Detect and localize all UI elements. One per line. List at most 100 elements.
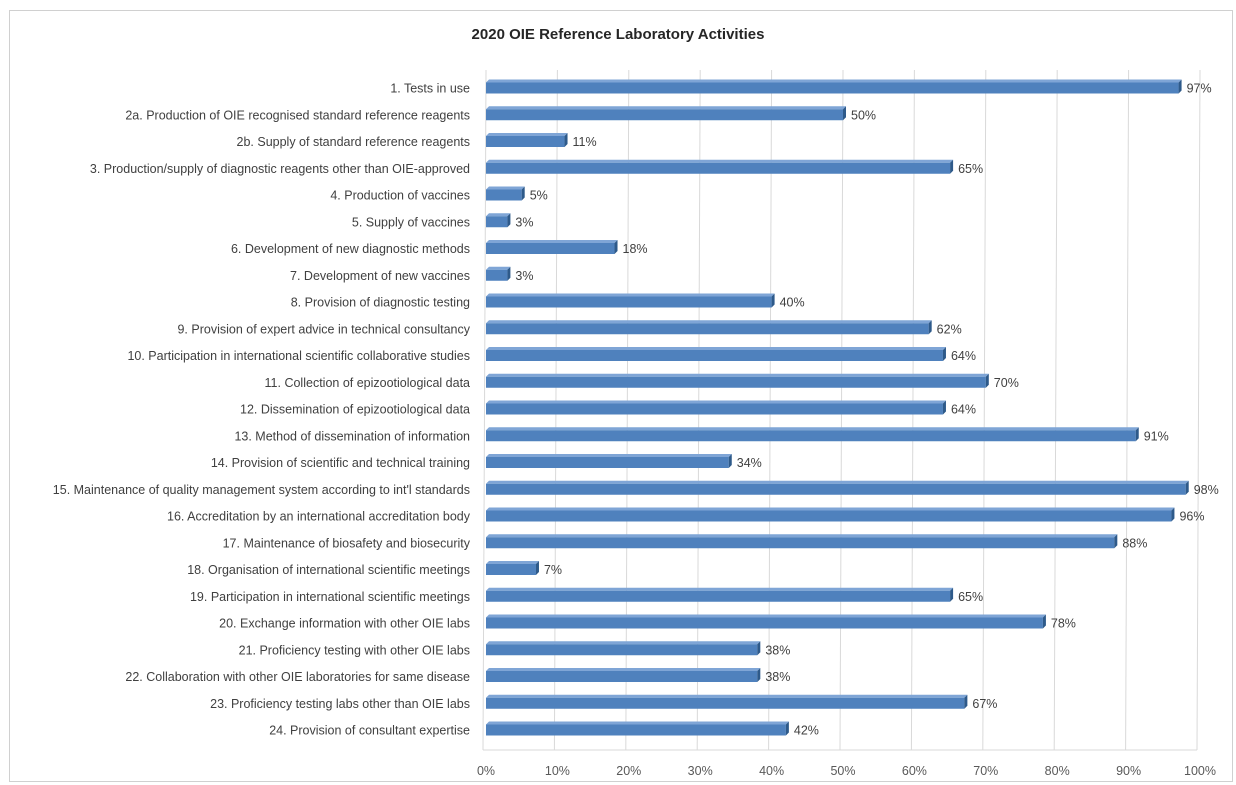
bar bbox=[486, 109, 843, 121]
gridline bbox=[1196, 69, 1201, 751]
data-label: 11% bbox=[573, 135, 597, 149]
category-label: 17. Maintenance of biosafety and biosecu… bbox=[223, 536, 471, 550]
bar bbox=[486, 162, 951, 174]
bar-side bbox=[728, 454, 732, 468]
category-label: 3. Production/supply of diagnostic reage… bbox=[90, 162, 470, 176]
bar-top bbox=[486, 480, 1189, 484]
data-label: 38% bbox=[765, 670, 790, 684]
category-label: 2a. Production of OIE recognised standar… bbox=[125, 108, 470, 122]
category-label: 4. Production of vaccines bbox=[330, 189, 470, 203]
bar-side bbox=[757, 641, 761, 656]
category-label: 2b. Supply of standard reference reagent… bbox=[237, 135, 470, 149]
bar bbox=[486, 457, 729, 468]
bar bbox=[486, 350, 943, 361]
bar bbox=[486, 82, 1179, 94]
data-label: 40% bbox=[780, 296, 805, 310]
gridline bbox=[1125, 69, 1130, 751]
bar bbox=[486, 537, 1115, 549]
bar bbox=[486, 323, 929, 335]
data-label: 50% bbox=[851, 108, 876, 122]
bar-side bbox=[785, 721, 789, 736]
bar-side bbox=[942, 400, 946, 415]
category-label: 8. Provision of diagnostic testing bbox=[291, 296, 470, 310]
category-label: 13. Method of dissemination of informati… bbox=[234, 429, 470, 443]
data-label: 97% bbox=[1187, 82, 1212, 96]
bar-side bbox=[507, 213, 511, 228]
bar-top bbox=[486, 106, 846, 110]
bar-side bbox=[614, 240, 618, 254]
data-label: 38% bbox=[765, 643, 790, 657]
bar-top bbox=[486, 186, 525, 190]
data-label: 42% bbox=[794, 724, 819, 738]
x-tick-label: 40% bbox=[759, 764, 784, 778]
bar bbox=[486, 403, 943, 415]
bar-top bbox=[486, 293, 775, 297]
bar bbox=[486, 376, 986, 388]
bar bbox=[486, 483, 1186, 495]
category-label: 15. Maintenance of quality management sy… bbox=[53, 483, 470, 497]
gridline bbox=[482, 69, 487, 751]
bar bbox=[486, 671, 758, 682]
bar-side bbox=[507, 266, 511, 281]
data-label: 78% bbox=[1051, 617, 1076, 631]
category-label: 19. Participation in international scien… bbox=[190, 590, 470, 604]
bar-side bbox=[950, 159, 954, 174]
x-tick-label: 70% bbox=[973, 764, 998, 778]
bar bbox=[486, 269, 508, 281]
bar-side bbox=[771, 293, 775, 308]
data-label: 91% bbox=[1144, 429, 1169, 443]
bar-side bbox=[1178, 79, 1182, 94]
bar bbox=[486, 510, 1172, 522]
category-label: 21. Proficiency testing with other OIE l… bbox=[239, 643, 470, 657]
bar bbox=[486, 724, 786, 736]
bar-top bbox=[486, 561, 539, 564]
bar-top bbox=[486, 373, 989, 377]
bar-side bbox=[1042, 614, 1046, 629]
bar-top bbox=[486, 534, 1118, 538]
bar-side bbox=[843, 106, 846, 121]
category-label: 18. Organisation of international scient… bbox=[187, 563, 470, 577]
chart-title: 2020 OIE Reference Laboratory Activities bbox=[471, 26, 765, 43]
bar-top bbox=[486, 721, 789, 725]
category-label: 5. Supply of vaccines bbox=[352, 215, 470, 229]
category-label: 16. Accreditation by an international ac… bbox=[167, 510, 471, 524]
bar bbox=[486, 697, 965, 709]
data-label: 34% bbox=[737, 456, 762, 470]
bar bbox=[486, 430, 1136, 442]
bar-side bbox=[942, 347, 946, 361]
bar bbox=[486, 189, 522, 201]
x-tick-label: 30% bbox=[688, 764, 713, 778]
bar-side bbox=[1135, 427, 1139, 442]
bar bbox=[486, 644, 758, 656]
data-label: 5% bbox=[530, 189, 548, 203]
bar bbox=[486, 216, 508, 228]
bar-side bbox=[950, 587, 954, 602]
data-label: 96% bbox=[1179, 510, 1204, 524]
x-tick-label: 60% bbox=[902, 764, 927, 778]
category-label: 23. Proficiency testing labs other than … bbox=[210, 697, 470, 711]
bar bbox=[486, 590, 951, 602]
bar-side bbox=[928, 320, 932, 335]
bar-top bbox=[486, 159, 954, 163]
data-label: 88% bbox=[1122, 536, 1147, 550]
bar-top bbox=[486, 320, 932, 324]
bar-top bbox=[486, 266, 511, 270]
bar-top bbox=[486, 213, 511, 217]
bar-top bbox=[486, 400, 946, 404]
category-label: 11. Collection of epizootiological data bbox=[265, 376, 471, 390]
category-label: 12. Dissemination of epizootiological da… bbox=[240, 403, 470, 417]
bar bbox=[486, 243, 615, 254]
data-label: 98% bbox=[1194, 483, 1219, 497]
data-label: 62% bbox=[937, 322, 962, 336]
bar-top bbox=[486, 240, 618, 243]
x-tick-label: 0% bbox=[477, 764, 495, 778]
bar-top bbox=[486, 587, 954, 591]
bar-side bbox=[757, 668, 761, 682]
bar-side bbox=[985, 373, 989, 388]
category-label: 14. Provision of scientific and technica… bbox=[211, 456, 470, 470]
bar-top bbox=[486, 79, 1182, 83]
category-label: 10. Participation in international scien… bbox=[127, 349, 470, 363]
data-label: 70% bbox=[994, 376, 1019, 390]
bar-top bbox=[486, 668, 761, 671]
